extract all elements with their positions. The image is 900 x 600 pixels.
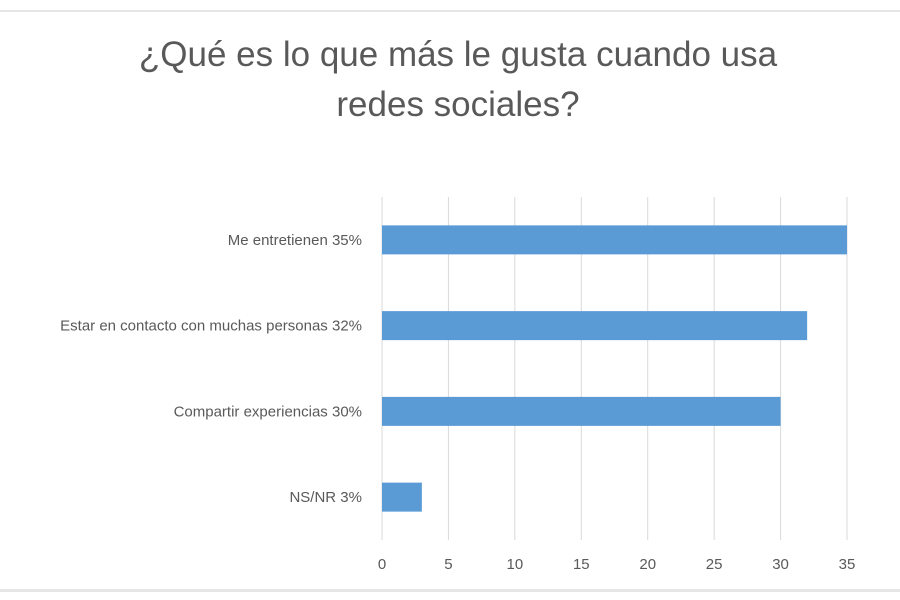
x-tick-label: 5 [444,556,452,573]
bar [382,482,422,512]
x-tick-label: 15 [573,556,590,573]
chart-title-line-1: ¿Qué es lo que más le gusta cuando usa [138,35,778,74]
category-label: Compartir experiencias 30% [174,403,362,420]
x-tick-label: 35 [839,556,856,573]
x-tick-label: 30 [772,556,789,573]
bar [382,396,781,426]
category-label: NS/NR 3% [289,489,362,506]
chart-title: ¿Qué es lo que más le gusta cuando usa r… [0,30,900,130]
category-label: Me entretienen 35% [228,232,362,249]
frame-top-border [0,10,900,12]
x-tick-label: 10 [507,556,524,573]
frame-bottom-border [0,589,900,592]
x-tick-label: 20 [639,556,656,573]
bar [382,225,847,255]
x-tick-label: 0 [378,556,386,573]
x-tick-label: 25 [706,556,723,573]
category-label: Estar en contacto con muchas personas 32… [60,318,362,335]
chart-title-line-2: redes sociales? [336,85,580,124]
bar [382,311,808,341]
